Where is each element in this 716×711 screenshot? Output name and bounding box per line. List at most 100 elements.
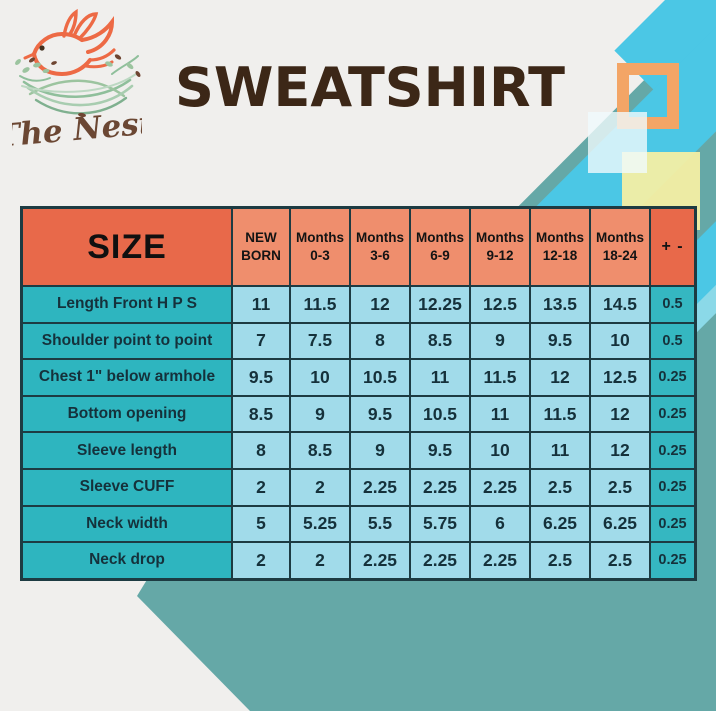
table-corner-size-label: SIZE: [22, 208, 232, 286]
column-header-line: 12-18: [542, 248, 578, 263]
tolerance-cell: 0.25: [650, 395, 695, 433]
value-cell: 6.25: [590, 505, 650, 543]
value-cell: 11: [530, 432, 590, 469]
value-cell: 2: [290, 542, 350, 579]
tolerance-cell: 0.25: [650, 432, 695, 469]
value-cell: 2.25: [410, 468, 470, 506]
column-header: NEW BORN: [232, 208, 290, 286]
value-cell: 11: [232, 286, 290, 323]
value-cell: 9: [290, 395, 350, 433]
column-header: Months 3-6: [350, 208, 410, 286]
value-cell: 2.25: [350, 542, 410, 579]
column-header-line: 0-3: [310, 248, 330, 263]
value-cell: 8: [232, 432, 290, 469]
brand-logo: The Nest: [12, 8, 142, 152]
value-cell: 2: [232, 542, 290, 579]
seed-icon: [29, 54, 141, 118]
tolerance-cell: 0.5: [650, 286, 695, 323]
value-cell: 12: [350, 286, 410, 323]
value-cell: 6.25: [530, 505, 590, 543]
decor-white-square: [588, 112, 647, 173]
value-cell: 12.5: [590, 359, 650, 396]
value-cell: 11.5: [290, 286, 350, 323]
value-cell: 2: [290, 468, 350, 506]
value-cell: 12: [530, 359, 590, 396]
value-cell: 2: [232, 468, 290, 506]
value-cell: 10: [590, 322, 650, 360]
value-cell: 11: [470, 395, 530, 433]
value-cell: 12: [590, 432, 650, 469]
tolerance-cell: 0.25: [650, 468, 695, 506]
value-cell: 2.5: [530, 542, 590, 579]
column-header: Months 6-9: [410, 208, 470, 286]
size-chart-table: SIZE NEW BORN Months 0-3 Months 3-6 Months 6-9 Mo…: [20, 206, 697, 581]
value-cell: 11.5: [470, 359, 530, 396]
value-cell: 9: [350, 432, 410, 469]
tolerance-column-header: + -: [650, 208, 695, 286]
value-cell: 8.5: [410, 322, 470, 360]
value-cell: 12.5: [470, 286, 530, 323]
column-header-line: Months: [356, 230, 404, 246]
row-label: Chest 1" below armhole: [22, 359, 232, 396]
row-label: Neck drop: [22, 542, 232, 579]
bird-icon: [23, 8, 116, 77]
value-cell: 9.5: [232, 359, 290, 396]
value-cell: 5.25: [290, 505, 350, 543]
column-header-line: 9-12: [486, 248, 514, 263]
column-header-line: Months: [536, 230, 584, 246]
value-cell: 7.5: [290, 322, 350, 360]
value-cell: 7: [232, 322, 290, 360]
row-label: Shoulder point to point: [22, 322, 232, 360]
value-cell: 2.25: [410, 542, 470, 579]
brand-name: The Nest: [12, 105, 142, 152]
tolerance-cell: 0.25: [650, 505, 695, 543]
column-header-line: Months: [596, 230, 644, 246]
leaf-icon: [15, 59, 134, 74]
page-title: SWEATSHIRT: [175, 56, 565, 119]
value-cell: 12.25: [410, 286, 470, 323]
value-cell: 5.75: [410, 505, 470, 543]
value-cell: 9: [470, 322, 530, 360]
column-header: Months 0-3: [290, 208, 350, 286]
column-header-line: Months: [476, 230, 524, 246]
value-cell: 2.25: [350, 468, 410, 506]
row-label: Neck width: [22, 505, 232, 543]
tolerance-cell: 0.5: [650, 322, 695, 360]
row-label: Length Front H P S: [22, 286, 232, 323]
value-cell: 10.5: [410, 395, 470, 433]
column-header-line: 3-6: [370, 248, 390, 263]
row-label: Sleeve CUFF: [22, 468, 232, 506]
value-cell: 11: [410, 359, 470, 396]
column-header-line: Months: [416, 230, 464, 246]
nest-icon: [15, 54, 141, 118]
value-cell: 9.5: [410, 432, 470, 469]
row-label: Sleeve length: [22, 432, 232, 469]
column-header-line: 6-9: [430, 248, 450, 263]
value-cell: 2.5: [590, 468, 650, 506]
value-cell: 2.5: [530, 468, 590, 506]
column-header-line: 18-24: [602, 248, 638, 263]
value-cell: 8.5: [232, 395, 290, 433]
value-cell: 10.5: [350, 359, 410, 396]
column-header-line: BORN: [241, 248, 281, 263]
value-cell: 8: [350, 322, 410, 360]
column-header-line: NEW: [245, 230, 277, 246]
value-cell: 9.5: [350, 395, 410, 433]
value-cell: 5: [232, 505, 290, 543]
column-header: Months 12-18: [530, 208, 590, 286]
column-header: Months 18-24: [590, 208, 650, 286]
value-cell: 14.5: [590, 286, 650, 323]
value-cell: 5.5: [350, 505, 410, 543]
value-cell: 11.5: [530, 395, 590, 433]
tolerance-cell: 0.25: [650, 542, 695, 579]
column-header: Months 9-12: [470, 208, 530, 286]
value-cell: 2.5: [590, 542, 650, 579]
tolerance-cell: 0.25: [650, 359, 695, 396]
value-cell: 12: [590, 395, 650, 433]
value-cell: 8.5: [290, 432, 350, 469]
row-label: Bottom opening: [22, 395, 232, 433]
value-cell: 13.5: [530, 286, 590, 323]
value-cell: 9.5: [530, 322, 590, 360]
column-header-line: Months: [296, 230, 344, 246]
